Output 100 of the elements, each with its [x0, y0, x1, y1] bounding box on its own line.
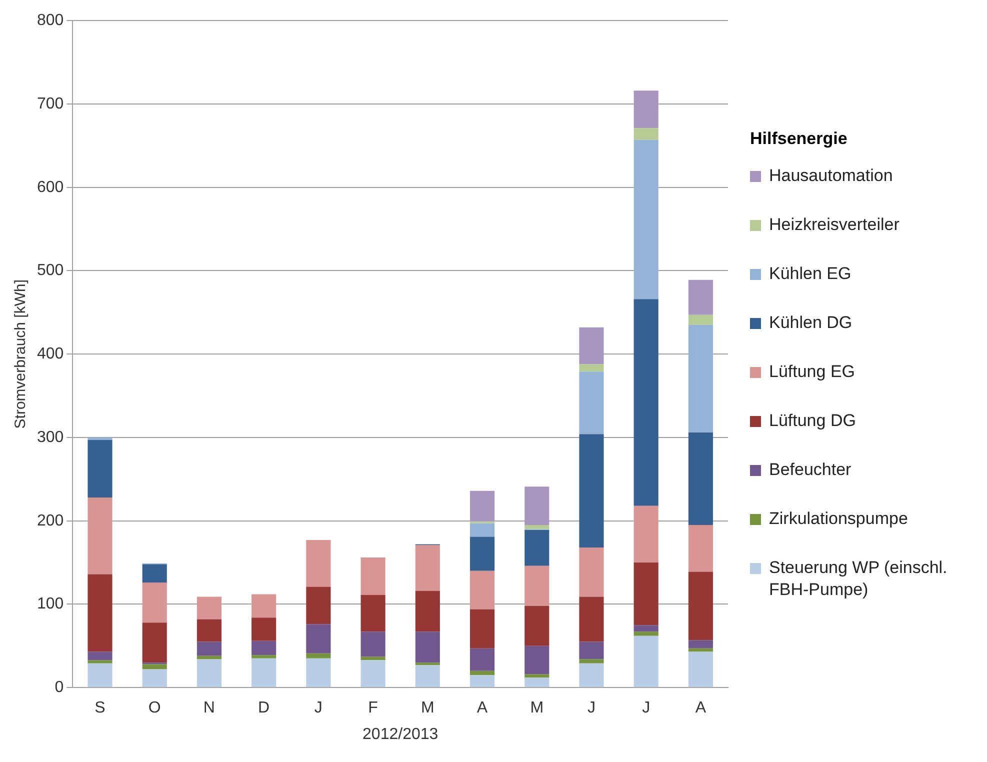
bar — [634, 128, 658, 140]
bar — [524, 674, 550, 678]
bar — [88, 652, 112, 660]
bar — [524, 606, 550, 646]
bar — [579, 327, 604, 364]
legend-label: Heizkreisverteiler — [769, 214, 900, 236]
bar — [142, 622, 167, 663]
bar — [252, 618, 276, 641]
bar — [634, 636, 658, 688]
bar — [415, 665, 440, 688]
bar — [88, 498, 112, 574]
bar — [634, 140, 658, 300]
x-tick-label: J — [587, 700, 596, 717]
bar — [470, 675, 495, 688]
bar — [88, 660, 112, 664]
bar — [196, 596, 222, 620]
y-tick-label: 800 — [36, 12, 64, 30]
bar — [415, 662, 440, 666]
bar — [306, 624, 331, 654]
y-axis-title: Stromverbrauch [kWh] — [12, 279, 30, 429]
bar — [524, 486, 550, 526]
y-tick-label: 200 — [36, 512, 64, 530]
legend-label: Zirkulationspumpe — [769, 508, 908, 530]
bar — [360, 595, 386, 632]
bar — [634, 562, 658, 626]
bar — [579, 663, 604, 688]
bar — [579, 434, 604, 548]
bar — [196, 656, 222, 660]
y-tick-label: 700 — [36, 95, 64, 112]
y-tick-label: 300 — [36, 428, 64, 446]
bar — [142, 669, 167, 688]
bar — [688, 324, 713, 432]
bar — [142, 564, 167, 583]
x-axis-title: 2012/2013 — [362, 726, 438, 743]
bar — [524, 566, 550, 606]
bar — [688, 572, 713, 640]
bar — [306, 540, 331, 587]
bar — [634, 506, 658, 563]
bar — [252, 594, 276, 618]
bar — [634, 632, 658, 636]
bar — [688, 314, 713, 325]
x-tick-label: M — [530, 700, 544, 717]
bar — [142, 664, 167, 670]
bar — [579, 659, 604, 664]
bar — [470, 536, 495, 571]
legend-label: Lüftung EG — [769, 360, 856, 382]
legend-label: Steuerung WP (einschl. FBH-Pumpe) — [769, 556, 948, 600]
bar — [470, 648, 495, 671]
bar — [524, 678, 550, 688]
y-tick-label: 100 — [36, 596, 64, 613]
bar — [634, 625, 658, 632]
bar — [579, 596, 604, 642]
bar — [252, 658, 276, 688]
x-tick-label: D — [258, 700, 270, 717]
x-tick-label: S — [94, 700, 106, 717]
bar — [688, 432, 713, 526]
bar — [688, 640, 713, 648]
bar — [360, 656, 386, 660]
bar — [634, 90, 658, 128]
bar — [88, 574, 112, 652]
bar — [688, 280, 713, 315]
bar — [415, 590, 440, 632]
x-tick-label: J — [314, 700, 322, 717]
bar — [634, 299, 658, 506]
bar — [688, 648, 713, 652]
x-tick-label: J — [642, 700, 650, 717]
bar — [360, 660, 386, 688]
bar — [88, 437, 112, 440]
bar — [579, 364, 604, 372]
bar — [688, 525, 713, 572]
bar — [524, 525, 550, 530]
x-tick-label: O — [148, 700, 161, 717]
bar — [579, 372, 604, 434]
y-tick-label: 0 — [54, 679, 64, 696]
bar — [470, 609, 495, 648]
bar — [360, 558, 386, 596]
bar — [415, 632, 440, 663]
legend-label: Lüftung DG — [769, 410, 856, 432]
x-tick-label: M — [420, 700, 434, 717]
bar — [252, 655, 276, 658]
y-tick-label: 400 — [36, 346, 64, 363]
bar — [88, 663, 112, 688]
bar — [579, 642, 604, 660]
bar — [196, 642, 222, 656]
bar — [470, 523, 495, 537]
bar — [88, 440, 112, 498]
legend-label: Hausautomation — [769, 164, 893, 186]
bar — [252, 640, 276, 656]
legend-label: Befeuchter — [769, 458, 852, 480]
bar — [470, 670, 495, 676]
y-tick-label: 600 — [36, 178, 64, 196]
legend-label: Kühlen DG — [769, 312, 852, 334]
x-tick-label: F — [368, 700, 378, 717]
bar — [524, 530, 550, 566]
bar — [524, 646, 550, 674]
bar — [579, 548, 604, 597]
bar — [196, 659, 222, 688]
bar — [142, 582, 167, 623]
bar — [470, 570, 495, 610]
bar — [415, 545, 440, 591]
